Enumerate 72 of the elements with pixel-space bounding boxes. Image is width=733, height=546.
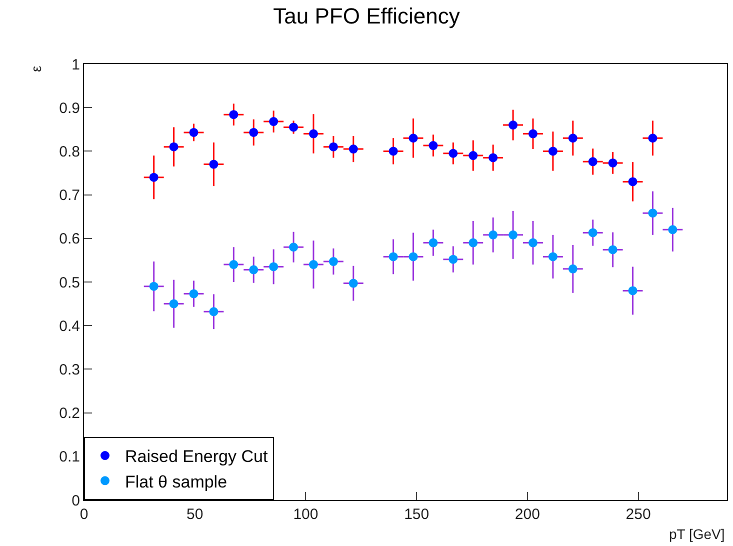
point [348, 278, 358, 288]
point [229, 110, 238, 120]
y-tick-label: 0.7 [59, 187, 80, 204]
legend-label: Flat θ sample [125, 472, 228, 492]
y-tick-label: 0.3 [59, 361, 80, 378]
chart-title: Tau PFO Efficiency [273, 4, 460, 29]
point [328, 142, 338, 152]
x-tick-label: 150 [404, 506, 430, 523]
x-tick-label: 250 [626, 506, 651, 523]
point [468, 151, 478, 160]
point [189, 128, 198, 137]
point [588, 157, 598, 166]
point [568, 134, 578, 143]
point [308, 129, 318, 138]
point [189, 289, 198, 298]
point [328, 257, 338, 266]
point [428, 238, 438, 248]
point [149, 282, 158, 291]
y-tick-label: 0.5 [59, 274, 80, 292]
point [408, 252, 418, 262]
y-tick-label: 0.2 [59, 405, 80, 422]
point [508, 230, 518, 240]
point [648, 134, 658, 143]
point [568, 264, 578, 274]
point [648, 208, 658, 218]
point [588, 228, 598, 238]
y-tick-label: 0.6 [59, 230, 80, 248]
point [448, 254, 458, 264]
point [269, 117, 278, 126]
point [289, 122, 298, 132]
point [668, 225, 678, 234]
point [608, 158, 618, 168]
point [548, 252, 558, 262]
point [169, 299, 178, 308]
point [229, 260, 238, 270]
point [149, 172, 158, 182]
y-tick-label: 0.8 [59, 143, 80, 160]
point [468, 238, 478, 248]
point [428, 141, 438, 150]
point [308, 260, 318, 270]
point [488, 153, 498, 162]
point [448, 148, 458, 158]
y-tick-label: 0 [72, 492, 80, 510]
point [548, 146, 558, 156]
point [628, 286, 638, 296]
legend-label: Raised Energy Cut [125, 447, 268, 466]
point [348, 144, 358, 154]
y-tick-label: 1 [72, 56, 80, 74]
point [209, 307, 218, 316]
point [388, 146, 398, 156]
y-tick-label: 0.4 [59, 318, 80, 335]
x-tick-label: 50 [186, 506, 204, 523]
y-tick-label: 0.9 [59, 100, 80, 117]
point [528, 238, 538, 248]
point [608, 245, 618, 254]
point [169, 142, 178, 152]
point [508, 120, 518, 130]
point [388, 252, 398, 262]
point [249, 265, 258, 274]
y-tick-label: 0.1 [59, 448, 80, 466]
point [289, 242, 298, 252]
x-tick-label: 100 [293, 506, 318, 523]
point [628, 177, 638, 186]
x-axis-title: pT [GeV] [669, 526, 725, 542]
point [488, 230, 498, 240]
point [249, 128, 258, 137]
point [408, 134, 418, 143]
x-tick-label: 200 [514, 506, 540, 523]
y-axis-title: ε [28, 66, 44, 72]
point [528, 129, 538, 138]
point [209, 160, 218, 169]
point [269, 262, 278, 272]
